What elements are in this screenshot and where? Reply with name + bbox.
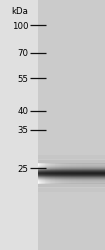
Bar <box>49 163 50 184</box>
Text: 55: 55 <box>17 74 28 83</box>
Bar <box>81 163 82 184</box>
Bar <box>95 163 96 184</box>
Bar <box>72 163 73 184</box>
Text: 35: 35 <box>17 126 28 134</box>
Bar <box>64 163 65 184</box>
Bar <box>67 163 68 184</box>
Bar <box>41 163 42 184</box>
Bar <box>97 163 98 184</box>
Bar <box>83 163 84 184</box>
Bar <box>38 160 105 164</box>
Bar <box>93 163 94 184</box>
Bar <box>88 163 89 184</box>
Bar <box>85 163 86 184</box>
Bar <box>70 163 71 184</box>
Bar <box>38 188 105 192</box>
Bar <box>38 184 105 188</box>
Bar <box>45 163 46 184</box>
Bar <box>63 163 64 184</box>
Bar <box>46 163 47 184</box>
Bar <box>48 163 49 184</box>
Text: 100: 100 <box>12 22 28 31</box>
Bar <box>77 163 78 184</box>
Bar <box>92 163 93 184</box>
Bar <box>82 163 83 184</box>
Bar <box>55 163 56 184</box>
Bar <box>84 163 85 184</box>
Bar <box>102 163 103 184</box>
Bar <box>79 163 80 184</box>
Bar <box>50 163 51 184</box>
Bar <box>91 163 92 184</box>
Bar <box>80 163 81 184</box>
Bar <box>101 163 102 184</box>
Bar <box>73 163 74 184</box>
Bar <box>62 163 63 184</box>
Text: 25: 25 <box>17 164 28 173</box>
Bar <box>98 163 99 184</box>
Bar <box>100 163 101 184</box>
Text: 40: 40 <box>17 107 28 116</box>
Bar <box>61 163 62 184</box>
Bar <box>66 163 67 184</box>
Bar <box>75 163 76 184</box>
Bar <box>68 163 69 184</box>
Bar <box>38 155 105 159</box>
Bar <box>38 0 105 250</box>
Bar <box>65 163 66 184</box>
Bar <box>54 163 55 184</box>
Bar <box>57 163 58 184</box>
Bar <box>78 163 79 184</box>
Bar <box>104 163 105 184</box>
Bar <box>89 163 90 184</box>
Bar <box>76 163 77 184</box>
Bar <box>86 163 87 184</box>
Bar <box>99 163 100 184</box>
Text: 70: 70 <box>17 49 28 58</box>
Bar <box>44 163 45 184</box>
Bar <box>59 163 60 184</box>
Bar <box>103 163 104 184</box>
Bar <box>94 163 95 184</box>
Bar <box>90 163 91 184</box>
Bar <box>60 163 61 184</box>
Bar <box>42 163 43 184</box>
Bar <box>87 163 88 184</box>
Bar <box>69 163 70 184</box>
Bar <box>47 163 48 184</box>
Bar <box>39 163 40 184</box>
Text: kDa: kDa <box>11 7 28 16</box>
Bar <box>53 163 54 184</box>
Bar <box>52 163 53 184</box>
Bar <box>71 163 72 184</box>
Bar <box>38 163 39 184</box>
Bar <box>40 163 41 184</box>
Bar <box>56 163 57 184</box>
Bar <box>96 163 97 184</box>
Bar <box>74 163 75 184</box>
Bar <box>43 163 44 184</box>
Bar <box>51 163 52 184</box>
Bar <box>58 163 59 184</box>
